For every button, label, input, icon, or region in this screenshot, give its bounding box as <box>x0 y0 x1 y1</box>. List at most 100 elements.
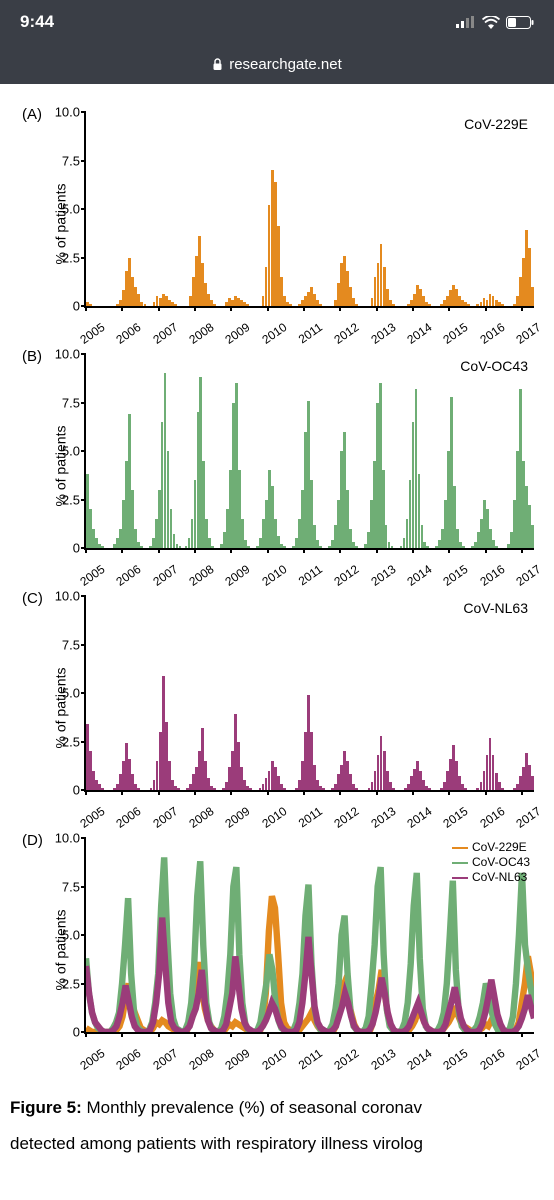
x-tick-label: 2009 <box>223 1046 253 1073</box>
y-tick-mark <box>81 111 86 113</box>
x-tick-label: 2005 <box>77 320 107 347</box>
x-tick-label: 2009 <box>223 320 253 347</box>
x-tick-mark <box>376 548 378 553</box>
bar <box>392 304 395 306</box>
x-tick-mark <box>267 1032 269 1037</box>
figure-charts: (A)% of patients02.55.07.510.02005200620… <box>0 104 554 1070</box>
caption-bold: Figure 5: <box>10 1098 82 1117</box>
x-tick-mark <box>485 1032 487 1037</box>
x-tick-mark <box>339 790 341 795</box>
x-tick-mark <box>158 1032 160 1037</box>
x-tick-label: 2006 <box>114 804 144 831</box>
plot-area: 02.55.07.510.020052006200720082009201020… <box>84 354 534 550</box>
x-tick-mark <box>230 790 232 795</box>
y-tick-mark <box>81 644 86 646</box>
panel-letter: (A) <box>22 106 42 123</box>
bar <box>501 788 504 790</box>
x-tick-label: 2017 <box>513 562 543 589</box>
x-tick-label: 2007 <box>150 1046 180 1073</box>
page-content: (A)% of patients02.55.07.510.02005200620… <box>0 84 554 1200</box>
x-tick-label: 2016 <box>477 804 507 831</box>
chart-panel-B: (B)% of patients02.55.07.510.02005200620… <box>10 346 546 586</box>
x-tick-mark <box>376 306 378 311</box>
x-tick-mark <box>194 306 196 311</box>
bar <box>428 304 431 306</box>
y-tick-label: 5.0 <box>48 928 80 943</box>
signal-icon <box>456 16 476 28</box>
bar <box>426 546 429 548</box>
y-tick-label: 5.0 <box>48 686 80 701</box>
bar <box>101 546 104 548</box>
y-tick-mark <box>81 595 86 597</box>
figure-caption: Figure 5: Monthly prevalence (%) of seas… <box>0 1072 554 1161</box>
x-tick-label: 2005 <box>77 804 107 831</box>
x-tick-label: 2012 <box>332 1046 362 1073</box>
x-tick-mark <box>267 790 269 795</box>
x-tick-mark <box>194 1032 196 1037</box>
x-tick-mark <box>230 548 232 553</box>
caption-line1: Monthly prevalence (%) of seasonal coron… <box>82 1098 422 1117</box>
x-tick-label: 2010 <box>259 804 289 831</box>
x-tick-mark <box>448 1032 450 1037</box>
battery-icon <box>506 16 534 29</box>
y-tick-label: 2.5 <box>48 734 80 749</box>
bar <box>319 304 322 306</box>
x-tick-label: 2014 <box>404 562 434 589</box>
plot-area: 02.55.07.510.020052006200720082009201020… <box>84 838 534 1034</box>
x-tick-label: 2010 <box>259 320 289 347</box>
x-tick-mark <box>194 790 196 795</box>
bar <box>179 546 182 548</box>
x-tick-label: 2014 <box>404 804 434 831</box>
x-tick-mark <box>485 306 487 311</box>
y-tick-label: 7.5 <box>48 153 80 168</box>
y-tick-label: 7.5 <box>48 637 80 652</box>
x-tick-label: 2013 <box>368 804 398 831</box>
x-tick-mark <box>339 548 341 553</box>
x-tick-label: 2005 <box>77 562 107 589</box>
x-tick-mark <box>448 790 450 795</box>
x-tick-mark <box>376 790 378 795</box>
bar <box>177 788 180 790</box>
bar <box>289 304 292 306</box>
x-tick-mark <box>121 548 123 553</box>
x-tick-label: 2013 <box>368 1046 398 1073</box>
x-tick-mark <box>158 306 160 311</box>
bar <box>144 304 147 306</box>
plot-area: 02.55.07.510.020052006200720082009201020… <box>84 112 534 308</box>
y-tick-label: 2.5 <box>48 492 80 507</box>
x-tick-label: 2008 <box>186 562 216 589</box>
x-tick-mark <box>85 790 87 795</box>
x-tick-mark <box>230 306 232 311</box>
y-tick-label: 0 <box>48 783 80 798</box>
bar <box>247 546 250 548</box>
legend-label: CoV-229E <box>472 840 527 855</box>
x-tick-mark <box>412 790 414 795</box>
browser-domain: researchgate.net <box>229 56 342 73</box>
bar <box>283 546 286 548</box>
bar <box>428 788 431 790</box>
y-tick-label: 0 <box>48 541 80 556</box>
x-tick-mark <box>85 306 87 311</box>
x-tick-label: 2007 <box>150 320 180 347</box>
chart-panel-D: (D)% of patients02.55.07.510.02005200620… <box>10 830 546 1070</box>
x-tick-label: 2016 <box>477 320 507 347</box>
bar <box>501 304 504 306</box>
x-tick-mark <box>194 548 196 553</box>
bar <box>531 287 534 306</box>
x-tick-label: 2008 <box>186 1046 216 1073</box>
x-tick-mark <box>339 306 341 311</box>
wifi-icon <box>482 16 500 29</box>
x-tick-mark <box>521 548 523 553</box>
x-tick-label: 2013 <box>368 320 398 347</box>
x-tick-label: 2012 <box>332 804 362 831</box>
x-tick-label: 2008 <box>186 320 216 347</box>
legend-label: CoV-NL63 <box>472 870 527 885</box>
status-time: 9:44 <box>20 12 54 32</box>
x-tick-label: 2017 <box>513 320 543 347</box>
x-tick-mark <box>158 548 160 553</box>
panel-letter: (C) <box>22 590 43 607</box>
x-tick-label: 2012 <box>332 562 362 589</box>
legend: CoV-229ECoV-OC43CoV-NL63 <box>452 840 530 885</box>
x-tick-label: 2013 <box>368 562 398 589</box>
browser-nav-bar: researchgate.net <box>0 44 554 84</box>
